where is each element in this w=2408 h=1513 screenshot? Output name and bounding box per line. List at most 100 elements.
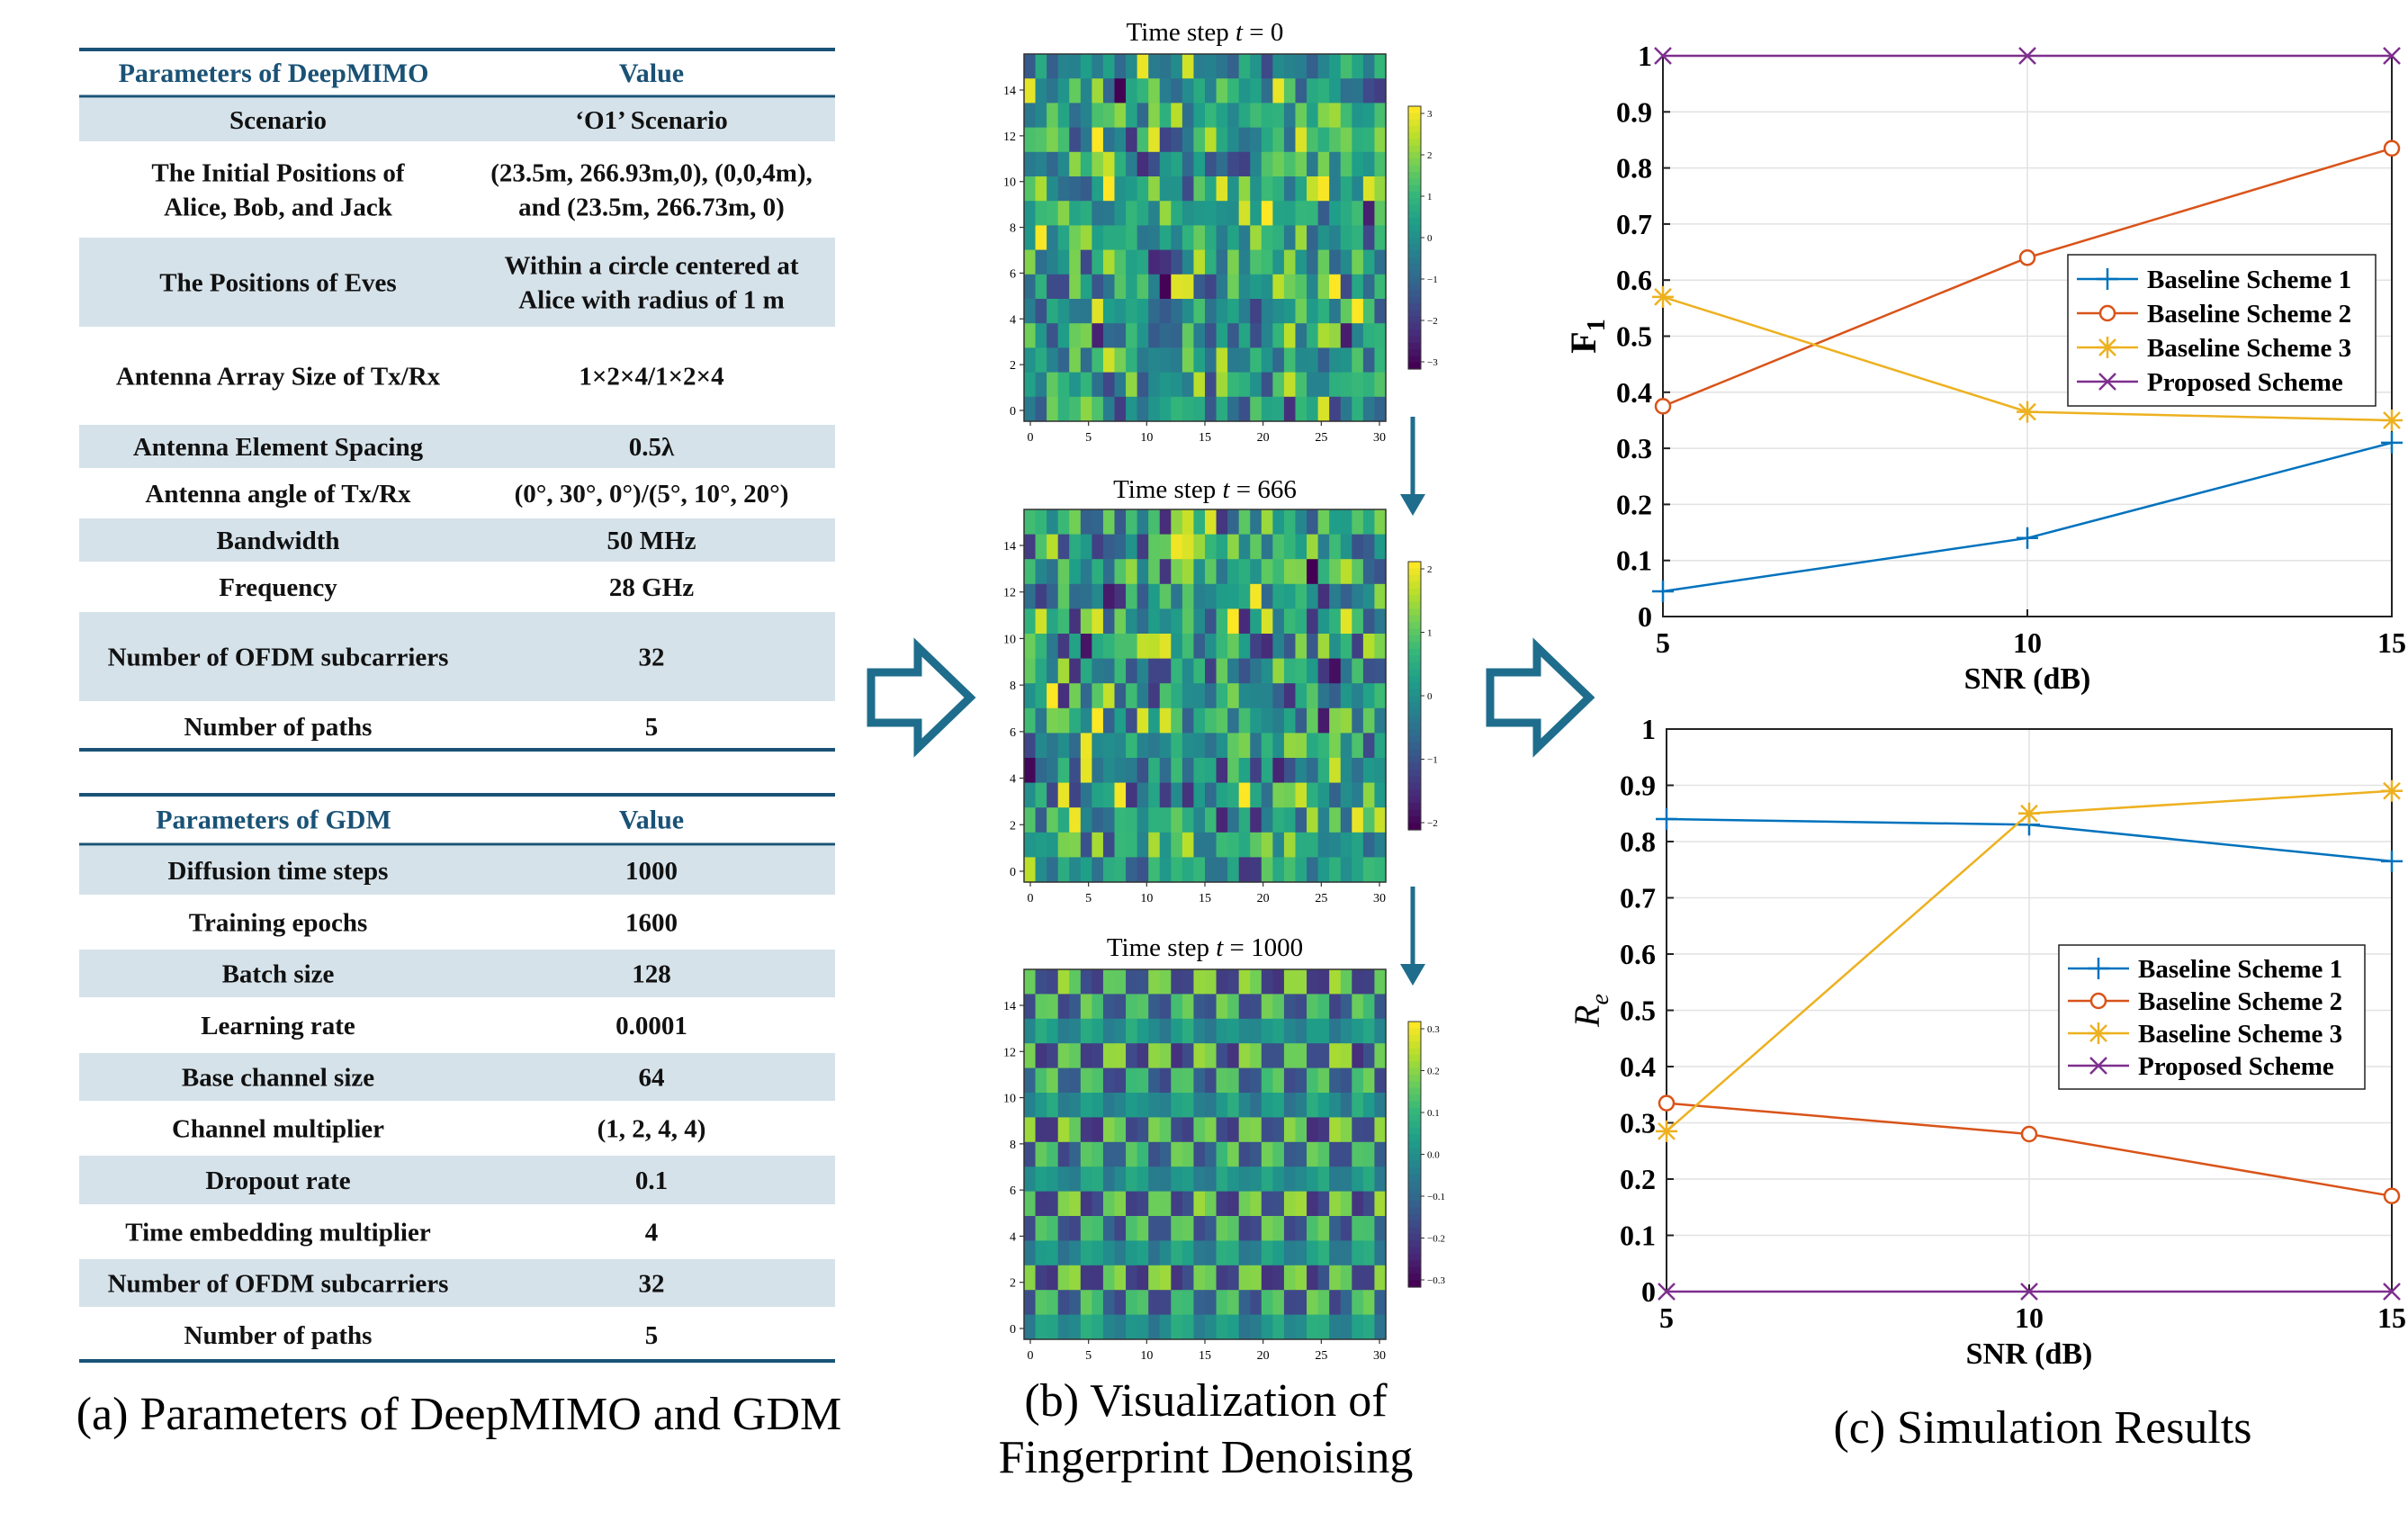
heatmap-cell (1126, 707, 1138, 734)
heatmap-cell (1092, 1216, 1104, 1241)
heatmap-cell (1080, 1141, 1092, 1167)
heatmap-cell (1159, 1240, 1172, 1266)
colorbar-segment (1408, 708, 1421, 716)
heatmap-cell (1047, 857, 1059, 883)
heatmap-ytick-label: 10 (1003, 176, 1016, 190)
heatmap-cell (1102, 1314, 1116, 1340)
heatmap-xtick-label: 20 (1257, 431, 1270, 445)
heatmap-cell (1295, 807, 1307, 833)
heatmap-cell (1250, 559, 1262, 585)
heatmap-cell (1250, 1216, 1262, 1241)
heatmap-cell (1047, 1043, 1059, 1069)
heatmap-xtick-label: 15 (1199, 1349, 1211, 1363)
heatmap-cell (1317, 969, 1330, 995)
heatmap-cell (1340, 151, 1352, 177)
heatmap-cell (1024, 176, 1037, 202)
heatmap-cell (1250, 1043, 1262, 1069)
heatmap-cell (1035, 1290, 1047, 1316)
heatmap-cell (1114, 1093, 1127, 1118)
heatmap-cell (1126, 1141, 1138, 1167)
heatmap-cell (1250, 807, 1262, 833)
heatmap-cell (1250, 1093, 1262, 1118)
heatmap-ytick-label: 8 (1010, 1139, 1016, 1152)
heatmap-cell (1171, 608, 1183, 635)
heatmap-cell (1227, 1265, 1240, 1291)
heatmap-cell (1352, 396, 1364, 422)
heatmap-cell (1159, 1018, 1172, 1044)
colorbar-segment (1408, 303, 1421, 311)
heatmap-cell (1317, 176, 1330, 202)
heatmap-cell (1340, 534, 1352, 560)
heatmap-cell (1137, 733, 1149, 759)
colorbar-tick-label: −2 (1427, 316, 1438, 327)
y-axis-label-main: R (1567, 1005, 1607, 1028)
heatmap-cell (1137, 994, 1149, 1020)
heatmap-cell (1080, 559, 1092, 585)
row-shade (79, 98, 835, 141)
heatmap-cell (1148, 54, 1161, 79)
heatmap-cell (1024, 1093, 1037, 1118)
heatmap-cell (1283, 608, 1297, 635)
heatmap-cell (1362, 1141, 1376, 1167)
colorbar-tick-label: −3 (1427, 357, 1438, 368)
heatmap-cell (1307, 396, 1319, 422)
heatmap-title-var: t (1222, 475, 1230, 504)
heatmap-cell (1295, 583, 1307, 609)
heatmap-cell (1295, 201, 1307, 226)
heatmap-cell (1352, 559, 1364, 585)
table-header-value: Value (619, 806, 684, 835)
heatmap-cell (1340, 1117, 1352, 1143)
heatmap-cell (1148, 372, 1161, 398)
heatmap-cell (1238, 1067, 1251, 1094)
heatmap-cell (1024, 1067, 1037, 1094)
heatmap-cell (1340, 832, 1352, 858)
heatmap-cell (1362, 1314, 1376, 1340)
colorbar-segment (1408, 250, 1421, 258)
heatmap-cell (1295, 176, 1307, 202)
heatmap-cell (1047, 372, 1059, 398)
heatmap-cell (1182, 994, 1195, 1020)
heatmap-cell (1261, 54, 1273, 79)
heatmap-cell (1216, 658, 1228, 684)
heatmap-cell (1216, 323, 1228, 348)
heatmap-cell (1283, 396, 1297, 422)
heatmap-cell (1114, 1314, 1127, 1340)
heatmap-cell (1159, 782, 1172, 808)
heatmap-cell (1080, 1093, 1092, 1118)
heatmap-cell (1374, 1067, 1387, 1094)
heatmap-cell (1362, 1216, 1376, 1241)
heatmap-cell (1057, 176, 1070, 202)
heatmap-cell (1193, 1018, 1206, 1044)
data-point (1654, 398, 1672, 415)
heatmap-cell (1126, 396, 1138, 422)
colorbar-segment (1408, 789, 1421, 797)
heatmap-cell (1092, 807, 1104, 833)
heatmap-cell (1238, 1166, 1251, 1193)
heatmap-ytick-label: 10 (1003, 1093, 1016, 1106)
heatmap-cell (1193, 1265, 1206, 1291)
colorbar-segment (1408, 276, 1421, 284)
heatmap-cell (1238, 733, 1251, 759)
heatmap-cell (1080, 807, 1092, 833)
heatmap-cell (1057, 1166, 1070, 1193)
heatmap-cell (1261, 151, 1273, 177)
series-1 (1658, 1094, 2401, 1204)
heatmap-cell (1352, 683, 1364, 709)
colorbar-segment (1408, 1128, 1421, 1135)
data-point (2018, 249, 2036, 266)
heatmap-cell (1126, 994, 1138, 1020)
heatmap-cell (1092, 534, 1104, 560)
heatmap-cell (1340, 1141, 1352, 1167)
heatmap-cell (1193, 683, 1206, 709)
heatmap-cell (1024, 583, 1037, 609)
heatmap-cell (1295, 396, 1307, 422)
heatmap-cell (1092, 151, 1104, 177)
colorbar-segment (1408, 796, 1421, 804)
heatmap-cell (1092, 758, 1104, 784)
heatmap-cell (1193, 1314, 1206, 1340)
heatmap-cell (1080, 274, 1092, 300)
heatmap-cell (1329, 347, 1342, 374)
heatmap-cell (1035, 733, 1047, 759)
heatmap-cell (1126, 634, 1138, 660)
